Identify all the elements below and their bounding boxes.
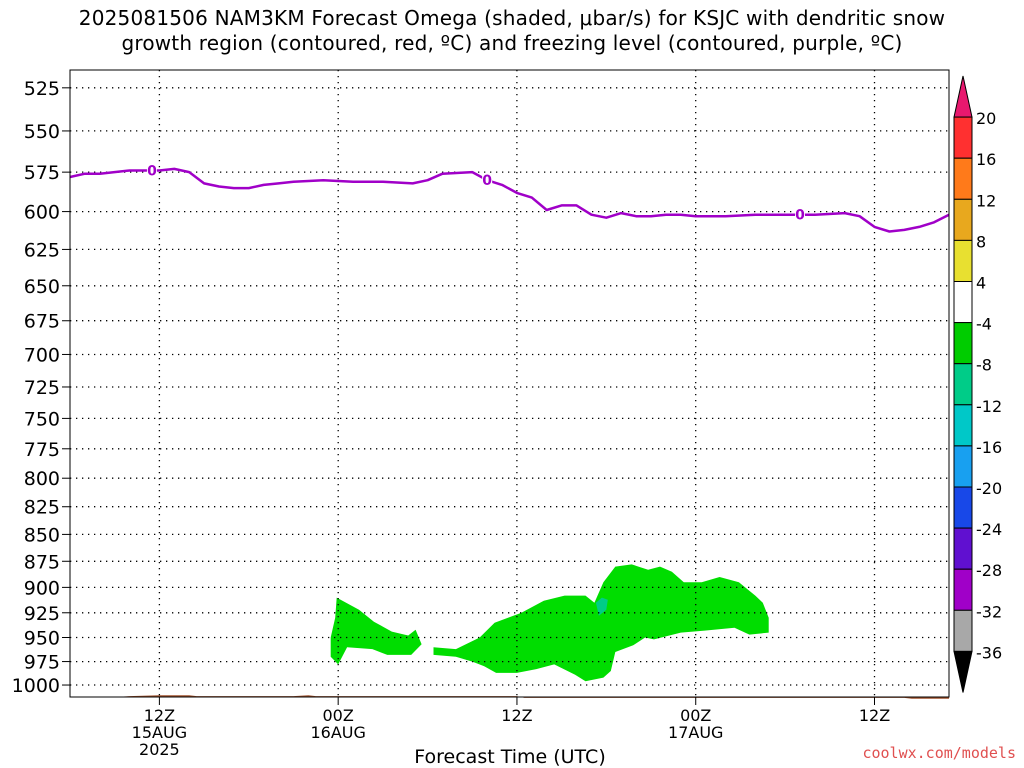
colorbar-box	[953, 157, 973, 200]
colorbar-label: -36	[976, 643, 1002, 662]
chart-title: 2025081506 NAM3KM Forecast Omega (shaded…	[0, 6, 1024, 56]
y-tick-label: 550	[24, 121, 60, 143]
colorbar: 20 16 12 8 4 -4 -8 -12 -16 -20 -24 -28 -32 -36	[953, 75, 1002, 693]
x-tick-label: 00Z	[323, 706, 354, 725]
y-tick-label: 1000	[12, 675, 60, 697]
y-tick-label: 650	[24, 276, 60, 298]
omega-region-2	[433, 564, 769, 682]
x-tick-label: 12Z	[501, 706, 532, 725]
x-tick-label: 2025	[139, 740, 180, 759]
y-tick-label: 900	[24, 577, 60, 599]
y-tick-label: 950	[24, 627, 60, 649]
x-tick-label: 12Z	[859, 706, 890, 725]
colorbar-label: 8	[976, 232, 986, 251]
colorbar-box	[953, 322, 973, 365]
colorbar-box	[953, 239, 973, 282]
freezing-level-label: 0	[795, 208, 805, 224]
y-tick-label: 825	[24, 497, 60, 519]
y-tick-label: 525	[24, 78, 60, 100]
colorbar-label: 12	[976, 191, 996, 210]
y-tick-label: 875	[24, 551, 60, 573]
colorbar-box	[953, 198, 973, 241]
colorbar-label: -4	[976, 315, 992, 334]
x-tick-label: 16AUG	[310, 723, 365, 742]
colorbar-box	[953, 568, 973, 611]
colorbar-box	[953, 116, 973, 159]
y-tick-label: 850	[24, 524, 60, 546]
colorbar-label: 20	[976, 109, 996, 128]
freezing-label-bg	[482, 173, 493, 187]
x-tick-label: 15AUG	[132, 723, 187, 742]
freezing-level-label: 0	[482, 173, 492, 189]
colorbar-bottom-triangle	[953, 650, 973, 693]
colorbar-label: 4	[976, 274, 986, 293]
x-tick-label: 12Z	[144, 706, 175, 725]
freezing-level-layer: 0 0 0	[69, 163, 950, 233]
x-tick-label: 17AUG	[668, 723, 723, 742]
y-tick-label: 575	[24, 162, 60, 184]
y-tick-label: 600	[24, 202, 60, 224]
omega-region-1	[330, 597, 422, 665]
y-tick-label: 725	[24, 377, 60, 399]
watermark-text: coolwx.com/models	[862, 744, 1016, 762]
colorbar-label: -24	[976, 520, 1002, 539]
colorbar-label: -8	[976, 356, 992, 375]
colorbar-label: -12	[976, 397, 1002, 416]
colorbar-box	[953, 363, 973, 406]
colorbar-label: -20	[976, 479, 1002, 498]
freezing-level-label: 0	[147, 164, 157, 180]
y-tick-label: 750	[24, 408, 60, 430]
grid-layer	[70, 70, 949, 697]
colorbar-box	[953, 609, 973, 652]
y-tick-label: 925	[24, 603, 60, 625]
x-tick-label: 00Z	[680, 706, 711, 725]
title-line-1: 2025081506 NAM3KM Forecast Omega (shaded…	[78, 6, 946, 30]
y-tick-label: 800	[24, 468, 60, 490]
colorbar-box	[953, 404, 973, 447]
omega-shading-layer	[330, 564, 769, 682]
colorbar-label: 16	[976, 150, 996, 169]
x-axis-title: Forecast Time (UTC)	[414, 746, 605, 768]
title-line-2: growth region (contoured, red, ºC) and f…	[121, 31, 903, 55]
colorbar-label: -32	[976, 602, 1002, 621]
plot-frame	[69, 69, 950, 698]
y-axis: 525 550 575 600 625 650 675 700 725 750 775 800 825 8…	[12, 78, 70, 697]
freezing-label-bg	[146, 163, 157, 177]
y-tick-label: 625	[24, 239, 60, 261]
freezing-label-bg	[795, 207, 806, 221]
colorbar-label: -16	[976, 438, 1002, 457]
y-tick-label: 775	[24, 439, 60, 461]
freezing-level-line	[69, 167, 950, 233]
colorbar-box	[953, 527, 973, 570]
colorbar-box	[953, 281, 973, 324]
colorbar-label: -28	[976, 561, 1002, 580]
y-tick-label: 975	[24, 652, 60, 674]
colorbar-box	[953, 445, 973, 488]
y-tick-label: 675	[24, 311, 60, 333]
y-tick-label: 700	[24, 344, 60, 366]
omega-region-3	[595, 597, 608, 616]
colorbar-top-triangle	[953, 75, 973, 118]
colorbar-box	[953, 486, 973, 529]
